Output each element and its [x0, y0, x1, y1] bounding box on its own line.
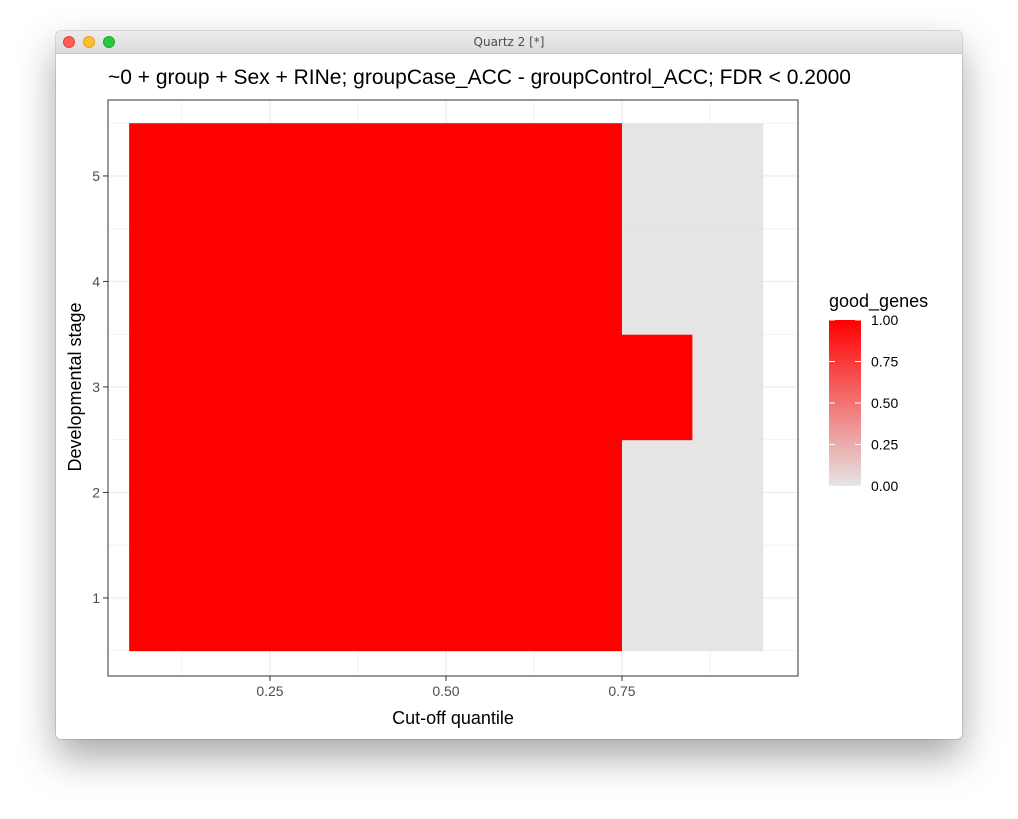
- quartz-window: Quartz 2 [*] ~0 + group + Sex + RINe; gr…: [56, 31, 962, 739]
- heatmap-tile: [129, 228, 623, 335]
- y-axis-title: Developmental stage: [65, 302, 85, 471]
- minimize-window-button[interactable]: [83, 36, 95, 48]
- zoom-window-button[interactable]: [103, 36, 115, 48]
- heatmap-tile: [692, 334, 764, 441]
- y-tick-label: 5: [92, 168, 100, 184]
- x-tick-label: 0.50: [432, 683, 459, 699]
- axes: 0.25 0.50 0.75 1 2 3 4 5: [92, 99, 799, 699]
- y-tick-label: 4: [92, 273, 100, 289]
- heatmap-tile: [621, 334, 693, 441]
- title-bar[interactable]: Quartz 2 [*]: [56, 31, 962, 54]
- heatmap-tile: [621, 439, 764, 546]
- legend-break-label: 1.00: [871, 312, 898, 328]
- y-tick-label: 3: [92, 379, 100, 395]
- heatmap-tile: [129, 334, 623, 441]
- panel-border: [107, 99, 799, 677]
- y-tick-label: 2: [92, 484, 100, 500]
- chart-title: ~0 + group + Sex + RINe; groupCase_ACC -…: [108, 66, 851, 89]
- close-window-button[interactable]: [63, 36, 75, 48]
- heatmap-tile: [621, 228, 764, 335]
- heatmap-tile: [621, 545, 764, 652]
- legend-title: good_genes: [829, 291, 928, 312]
- legend: good_genes 1.00 0.75 0.50 0.25 0.00: [829, 291, 928, 494]
- y-tick-label: 1: [92, 590, 100, 606]
- heatmap-chart: ~0 + group + Sex + RINe; groupCase_ACC -…: [65, 66, 928, 728]
- x-tick-label: 0.75: [608, 683, 635, 699]
- plot-area: ~0 + group + Sex + RINe; groupCase_ACC -…: [56, 54, 962, 739]
- legend-break-label: 0.25: [871, 437, 898, 453]
- x-tick-label: 0.25: [256, 683, 283, 699]
- window-title: Quartz 2 [*]: [473, 35, 545, 49]
- tile-layer: [129, 123, 764, 652]
- heatmap-tile: [621, 123, 764, 230]
- legend-break-label: 0.50: [871, 395, 898, 411]
- legend-break-label: 0.75: [871, 354, 898, 370]
- x-axis-title: Cut-off quantile: [392, 708, 514, 728]
- legend-break-label: 0.00: [871, 478, 898, 494]
- heatmap-tile: [129, 545, 623, 652]
- heatmap-tile: [129, 123, 623, 230]
- heatmap-tile: [129, 439, 623, 546]
